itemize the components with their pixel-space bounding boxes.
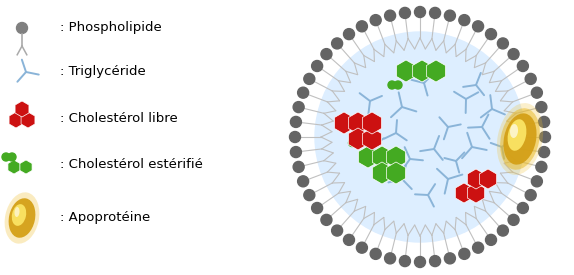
Circle shape [321,49,332,60]
Ellipse shape [507,119,526,151]
Polygon shape [426,60,445,82]
Circle shape [370,248,381,259]
Circle shape [355,139,362,147]
Ellipse shape [510,124,518,138]
Ellipse shape [9,198,36,238]
Polygon shape [9,112,23,128]
Circle shape [444,10,455,21]
Circle shape [394,81,402,89]
Circle shape [289,131,301,142]
Circle shape [290,116,301,127]
Ellipse shape [503,113,537,165]
Ellipse shape [14,207,20,217]
Text: : Cholestérol estérifié: : Cholestérol estérifié [60,158,203,172]
Polygon shape [348,128,367,150]
Polygon shape [386,146,405,168]
Polygon shape [21,112,35,128]
Polygon shape [8,160,20,174]
Circle shape [343,234,355,245]
Circle shape [414,7,425,18]
Circle shape [429,7,441,18]
Circle shape [540,131,550,142]
Circle shape [312,202,323,213]
Circle shape [538,147,549,158]
Circle shape [388,81,396,89]
Circle shape [508,49,519,60]
Circle shape [298,176,309,187]
Circle shape [532,87,542,98]
Circle shape [304,189,315,200]
Text: : Triglycéride: : Triglycéride [60,65,146,78]
Circle shape [459,15,470,26]
Ellipse shape [497,103,543,175]
Polygon shape [359,146,378,168]
Polygon shape [335,112,354,134]
Circle shape [400,7,410,18]
Circle shape [525,189,536,200]
Circle shape [444,253,455,264]
Circle shape [429,255,441,266]
Circle shape [472,242,483,253]
Circle shape [2,153,10,161]
Polygon shape [362,112,382,134]
Polygon shape [20,160,32,174]
Polygon shape [479,169,497,189]
Circle shape [525,73,536,84]
Circle shape [486,234,497,245]
Polygon shape [348,112,367,134]
Circle shape [498,38,509,49]
Circle shape [315,32,525,242]
Circle shape [385,253,395,264]
Circle shape [356,21,367,32]
Circle shape [385,10,395,21]
Ellipse shape [500,108,540,170]
Circle shape [486,29,497,40]
Circle shape [304,73,315,84]
Circle shape [517,60,529,72]
Circle shape [356,242,367,253]
Text: : Apoprotéine: : Apoprotéine [60,211,150,224]
Circle shape [538,116,549,127]
Polygon shape [467,169,484,189]
Circle shape [536,161,547,172]
Circle shape [517,202,529,213]
Circle shape [321,214,332,225]
Circle shape [343,29,355,40]
Text: : Cholestérol libre: : Cholestérol libre [60,111,178,125]
Polygon shape [15,101,29,117]
Polygon shape [373,146,391,168]
Circle shape [414,257,425,268]
Circle shape [332,225,343,236]
Text: : Phospholipide: : Phospholipide [60,21,162,34]
Ellipse shape [12,204,26,226]
Circle shape [536,101,547,112]
Circle shape [472,21,483,32]
Circle shape [17,23,28,34]
Circle shape [290,147,301,158]
Polygon shape [373,162,391,184]
Circle shape [400,255,410,266]
Circle shape [508,214,519,225]
Circle shape [332,38,343,49]
Circle shape [293,161,304,172]
Ellipse shape [5,192,40,244]
Circle shape [532,176,542,187]
Circle shape [312,60,323,72]
Circle shape [498,225,509,236]
Circle shape [459,248,470,259]
Polygon shape [455,183,472,203]
Polygon shape [362,128,382,150]
Circle shape [348,139,355,147]
Circle shape [8,153,16,161]
Circle shape [293,101,304,112]
Circle shape [298,87,309,98]
Polygon shape [467,183,484,203]
Circle shape [370,15,381,26]
Polygon shape [397,60,416,82]
Polygon shape [413,60,432,82]
Polygon shape [386,162,405,184]
